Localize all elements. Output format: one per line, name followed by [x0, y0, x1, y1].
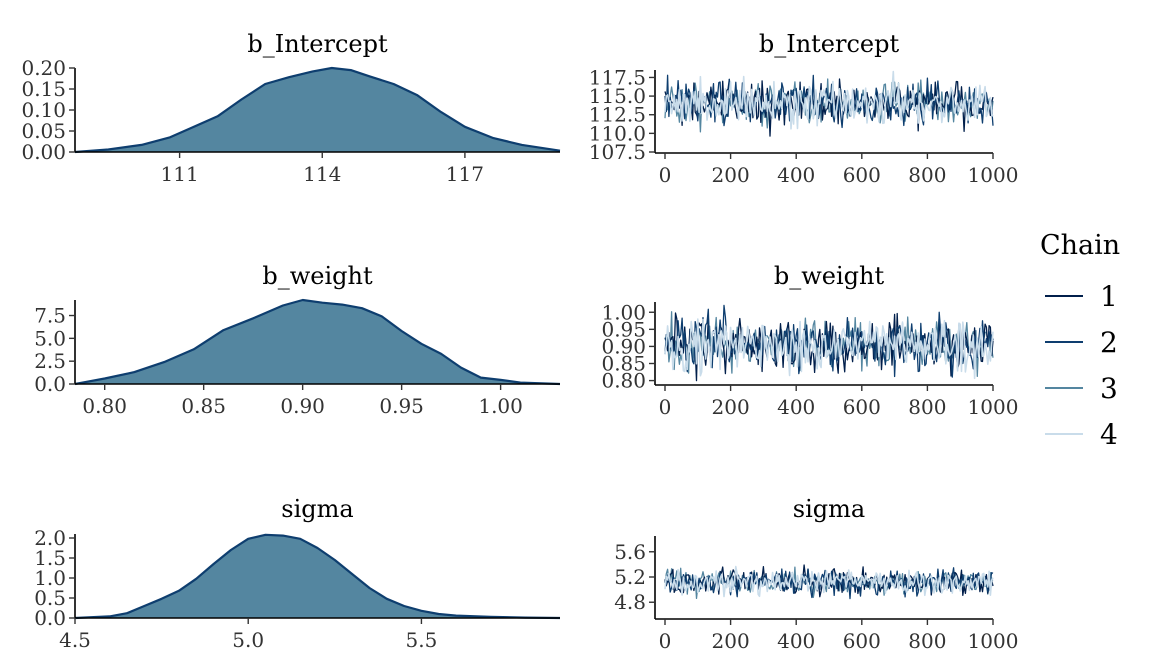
y-tick-label: 0.0 [34, 606, 66, 630]
panel-title: b_weight [774, 262, 885, 290]
panel-title: sigma [793, 495, 865, 523]
legend-entry-chain-1: 1 [1045, 280, 1118, 313]
y-tick-label: 0.05 [21, 119, 66, 143]
x-tick-label: 400 [777, 163, 815, 187]
panel-title: b_Intercept [247, 30, 388, 58]
x-tick-label: 117 [446, 162, 484, 186]
y-tick-label: 110.0 [589, 121, 646, 145]
density-curve [74, 66, 561, 154]
x-tick-label: 400 [777, 395, 815, 419]
density-curve [74, 533, 561, 620]
trace-line-chain-4 [664, 318, 994, 380]
y-tick-label: 0.90 [601, 334, 646, 358]
panel-title: sigma [281, 495, 353, 523]
trace-line-chain-2 [664, 304, 994, 378]
legend-label-chain-2: 2 [1100, 326, 1118, 359]
trace-line-chain-4 [664, 565, 994, 598]
x-tick-label: 800 [908, 163, 946, 187]
y-tick-label: 7.5 [34, 304, 66, 328]
x-tick-label: 800 [908, 395, 946, 419]
y-tick-label: 1.5 [34, 546, 66, 570]
x-tick-label: 1000 [968, 395, 1019, 419]
density-area [75, 534, 560, 618]
x-tick-label: 200 [712, 629, 750, 653]
y-tick-label: 0.5 [34, 586, 66, 610]
x-tick-label: 0.95 [379, 394, 424, 418]
y-tick-label: 5.2 [614, 565, 646, 589]
x-tick-label: 200 [712, 395, 750, 419]
y-tick-label: 2.5 [34, 349, 66, 373]
x-tick-label: 600 [843, 629, 881, 653]
y-tick-label: 107.5 [589, 140, 646, 164]
x-tick-label: 200 [712, 163, 750, 187]
y-tick-label: 5.6 [614, 540, 646, 564]
y-tick-label: 1.00 [601, 300, 646, 324]
y-tick-label: 0.10 [21, 98, 66, 122]
y-tick-label: 0.15 [21, 77, 66, 101]
legend-entry-chain-4: 4 [1045, 418, 1118, 451]
y-tick-label: 5.0 [34, 326, 66, 350]
y-tick-label: 115.0 [589, 84, 646, 108]
y-tick-label: 4.8 [614, 590, 646, 614]
x-tick-label: 4.5 [59, 628, 91, 652]
y-tick-label: 2.0 [34, 526, 66, 550]
legend-label-chain-1: 1 [1100, 280, 1118, 313]
x-tick-label: 1000 [968, 163, 1019, 187]
panel-sigma-trace: sigma 0 200 400 600 800 1000 4.85.25.6 [614, 495, 1018, 653]
legend-label-chain-3: 3 [1100, 372, 1118, 405]
x-tick-label: 0.80 [82, 394, 127, 418]
x-tick-label: 0 [659, 395, 672, 419]
y-tick-label: 0.80 [601, 369, 646, 393]
x-tick-label: 0 [659, 163, 672, 187]
y-tick-label: 117.5 [589, 65, 646, 89]
x-tick-label: 600 [843, 163, 881, 187]
x-tick-label: 114 [303, 162, 341, 186]
density-area [75, 300, 560, 384]
legend-label-chain-4: 4 [1100, 418, 1118, 451]
y-tick-label: 0.20 [21, 56, 66, 80]
trace-line-chain-3 [664, 78, 994, 133]
panel-title: b_Intercept [759, 30, 900, 58]
y-tick-label: 0.0 [34, 372, 66, 396]
panel-b_weight-trace: b_weight 0 200 400 600 800 1000 0.800.850.900.9… [601, 262, 1018, 419]
y-tick-label: 0.85 [601, 352, 646, 376]
y-tick-label: 112.5 [589, 103, 646, 127]
panel-title: b_weight [262, 262, 373, 290]
density-curve [74, 298, 561, 386]
trace-line-chain-4 [664, 70, 994, 130]
panel-b_Intercept-density: b_Intercept 111 114 117 0.000.050.100.150.20 [21, 30, 561, 186]
x-tick-label: 600 [843, 395, 881, 419]
x-tick-label: 0.90 [280, 394, 325, 418]
x-tick-label: 111 [161, 162, 199, 186]
x-tick-label: 0 [659, 629, 672, 653]
legend-title: Chain [1040, 230, 1120, 261]
x-tick-label: 5.0 [232, 628, 264, 652]
x-tick-label: 5.5 [406, 628, 438, 652]
chain-legend: Chain 1 2 3 4 [1040, 230, 1120, 451]
panel-b_weight-density: b_weight 0.80 0.85 0.90 0.95 1.00 0.02.55.07.5 [34, 262, 561, 418]
y-tick-label: 1.0 [34, 566, 66, 590]
legend-entry-chain-3: 3 [1045, 372, 1118, 405]
density-area [75, 68, 560, 152]
legend-entry-chain-2: 2 [1045, 326, 1118, 359]
x-tick-label: 1.00 [478, 394, 523, 418]
y-tick-label: 0.00 [21, 140, 66, 164]
trace-line-chain-2 [664, 567, 994, 600]
panel-sigma-density: sigma 4.5 5.0 5.5 0.00.51.01.52.0 [34, 495, 561, 652]
x-tick-label: 0.85 [181, 394, 226, 418]
x-tick-label: 800 [908, 629, 946, 653]
trace-line-chain-2 [664, 74, 994, 129]
x-tick-label: 400 [777, 629, 815, 653]
y-tick-label: 0.95 [601, 317, 646, 341]
x-tick-label: 1000 [968, 629, 1019, 653]
